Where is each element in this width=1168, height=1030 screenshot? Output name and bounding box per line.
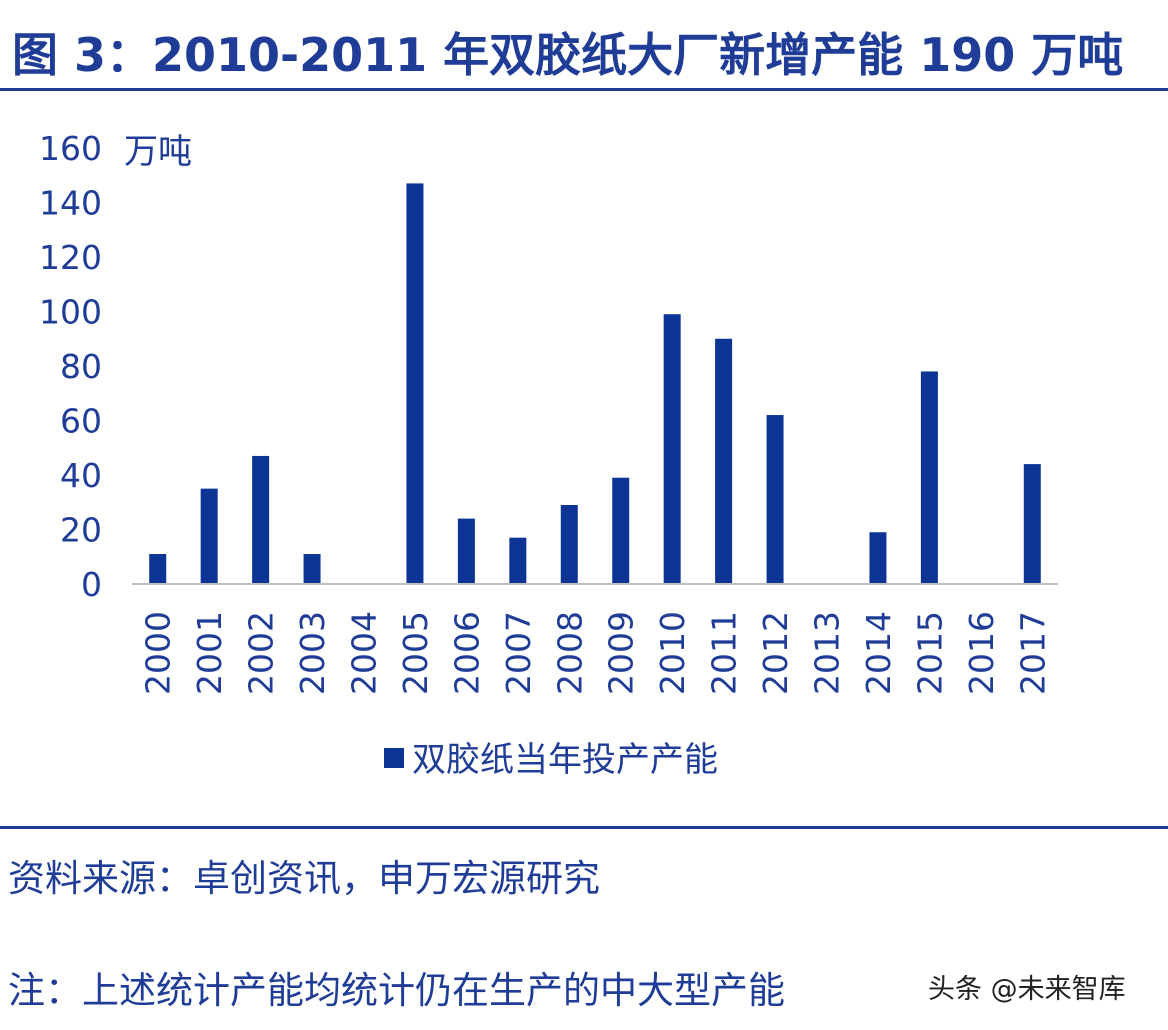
y-tick-label: 40 xyxy=(60,456,102,495)
bar-2017 xyxy=(1023,464,1041,584)
y-tick-label: 60 xyxy=(60,402,102,441)
y-tick-label: 100 xyxy=(39,293,102,332)
bar-2006 xyxy=(457,518,475,584)
figure-title: 图 3：2010-2011 年双胶纸大厂新增产能 190 万吨 xyxy=(12,28,1124,82)
y-tick-label: 80 xyxy=(60,347,102,386)
y-tick-label: 160 xyxy=(39,129,102,168)
source-note: 资料来源：卓创资讯，申万宏源研究 xyxy=(8,857,600,900)
x-tick-label: 2012 xyxy=(756,611,795,695)
x-tick-label: 2015 xyxy=(910,611,949,695)
legend-swatch xyxy=(384,748,404,768)
legend-label: 双胶纸当年投产产能 xyxy=(412,740,718,780)
bar-2012 xyxy=(766,415,784,584)
x-tick-label: 2014 xyxy=(859,611,898,695)
x-tick-label: 2006 xyxy=(447,611,486,695)
x-tick-label: 2013 xyxy=(808,611,847,695)
x-tick-label: 2010 xyxy=(653,611,692,695)
y-axis-unit-label: 万吨 xyxy=(124,132,192,172)
x-axis-tick-labels: 2000 2001 2002 2003 2004 2005 2006 2007 2008 2009… xyxy=(139,611,1053,695)
bar-2015 xyxy=(920,371,938,584)
bar-2010 xyxy=(663,314,681,584)
bar-2000 xyxy=(149,554,167,584)
x-tick-label: 2007 xyxy=(499,611,538,695)
bar-2009 xyxy=(612,477,630,584)
bar-2005 xyxy=(406,183,424,585)
x-tick-label: 2001 xyxy=(190,611,229,695)
x-tick-label: 2002 xyxy=(242,611,281,695)
y-tick-label: 20 xyxy=(60,511,102,550)
x-tick-label: 2000 xyxy=(139,611,178,695)
bar-2008 xyxy=(560,504,578,584)
x-tick-label: 2004 xyxy=(345,611,384,695)
bar-2003 xyxy=(303,554,321,584)
bar-series xyxy=(149,183,1041,585)
bar-2001 xyxy=(200,488,218,584)
x-tick-label: 2016 xyxy=(962,611,1001,695)
bar-2007 xyxy=(509,537,527,584)
bar-2002 xyxy=(252,455,270,584)
top-divider xyxy=(0,88,1168,91)
y-tick-label: 140 xyxy=(39,184,102,223)
x-tick-label: 2005 xyxy=(396,611,435,695)
footnote: 注：上述统计产能均统计仍在生产的中大型产能 xyxy=(8,969,785,1012)
x-tick-label: 2003 xyxy=(293,611,332,695)
y-tick-label: 120 xyxy=(39,238,102,277)
x-tick-label: 2008 xyxy=(550,611,589,695)
x-tick-label: 2011 xyxy=(705,611,744,695)
watermark: 头条 @未来智库 xyxy=(928,974,1126,1005)
y-axis: 0 20 40 60 80 100 120 140 160 xyxy=(39,129,102,604)
y-tick-label: 0 xyxy=(81,565,102,604)
bar-2011 xyxy=(715,338,733,584)
x-tick-label: 2017 xyxy=(1013,611,1052,695)
legend: 双胶纸当年投产产能 xyxy=(384,740,718,780)
bar-2014 xyxy=(869,532,887,584)
bottom-divider xyxy=(0,826,1168,829)
x-tick-label: 2009 xyxy=(602,611,641,695)
